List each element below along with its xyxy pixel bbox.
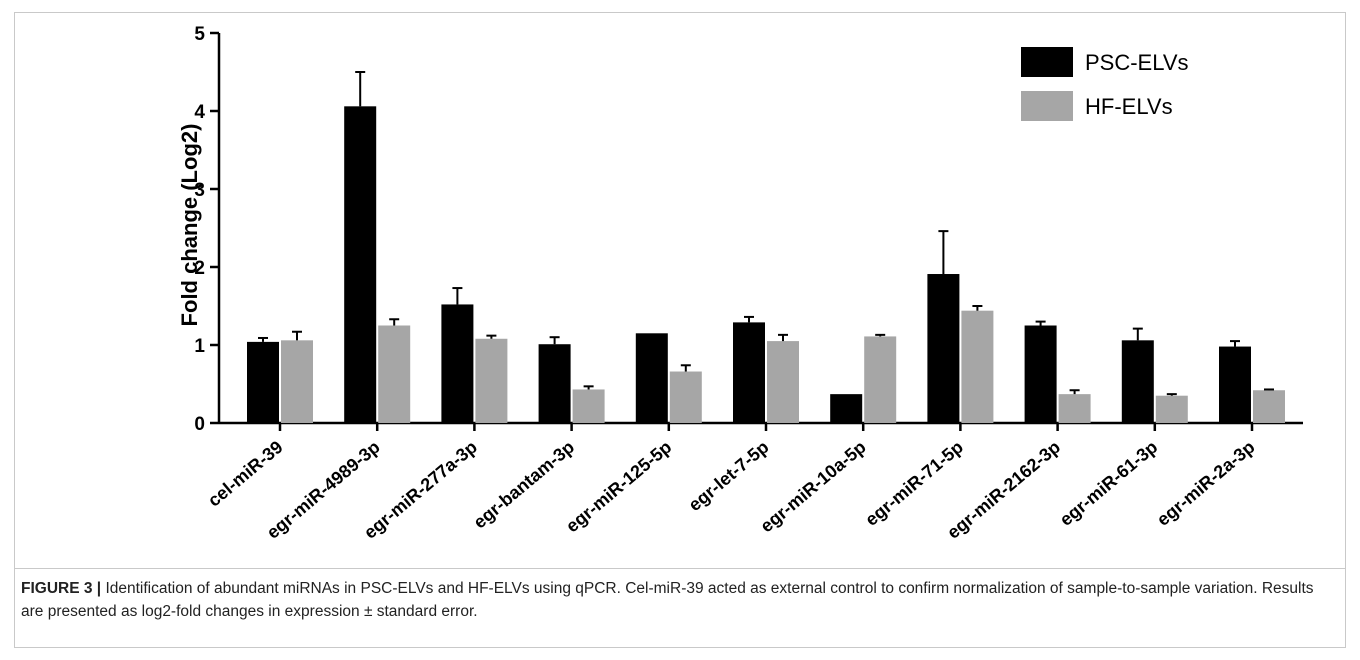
x-tick-label: egr-miR-2a-3p xyxy=(1153,437,1259,530)
legend-label: HF-ELVs xyxy=(1085,94,1173,119)
x-tick-label: egr-miR-61-3p xyxy=(1056,437,1162,530)
bar-psc-elvs xyxy=(1121,340,1154,423)
legend-label: PSC-ELVs xyxy=(1085,50,1189,75)
chart-bars xyxy=(247,71,1285,423)
x-tick-label: egr-let-7-5p xyxy=(685,437,773,515)
legend-swatch-hf-elvs xyxy=(1021,91,1073,121)
figure-frame: 0 1 2 3 4 5 cel-miR-39 egr-miR-4989-3p egr-miR-2… xyxy=(14,12,1346,648)
bar-psc-elvs xyxy=(733,322,765,423)
bar-psc-elvs xyxy=(441,304,474,423)
y-tick-label: 2 xyxy=(194,258,205,279)
y-axis-label: Fold change (Log2) xyxy=(177,124,202,327)
x-tick-label: egr-miR-10a-5p xyxy=(757,437,870,537)
x-tick-label: egr-miR-71-5p xyxy=(861,437,967,530)
bar-psc-elvs xyxy=(1219,346,1251,423)
y-tick-label: 5 xyxy=(194,24,205,45)
bar-psc-elvs xyxy=(247,341,279,423)
bar-chart: 012345cel-miR-39egr-miR-4989-3pegr-miR-2… xyxy=(177,24,1303,543)
bar-psc-elvs xyxy=(927,274,960,423)
figure-caption: FIGURE 3 | Identification of abundant mi… xyxy=(21,577,1331,623)
y-tick-label: 1 xyxy=(194,336,205,357)
legend-swatch-psc-elvs xyxy=(1021,47,1073,77)
bar-hf-elvs xyxy=(1155,395,1188,423)
bar-hf-elvs xyxy=(1058,394,1091,423)
bar-psc-elvs xyxy=(635,333,668,423)
caption-text: Identification of abundant miRNAs in PSC… xyxy=(21,580,1314,620)
caption-divider xyxy=(15,568,1345,569)
x-tick-label: egr-miR-125-5p xyxy=(562,437,675,537)
chart-area: 0 1 2 3 4 5 cel-miR-39 egr-miR-4989-3p egr-miR-2… xyxy=(15,13,1347,568)
bar-psc-elvs xyxy=(538,344,571,423)
bar-psc-elvs xyxy=(344,106,377,423)
y-tick-label: 3 xyxy=(194,180,205,201)
y-tick-label: 0 xyxy=(194,414,205,435)
bar-hf-elvs xyxy=(767,341,799,423)
x-tick-label: cel-miR-39 xyxy=(204,437,287,511)
chart-legend: PSC-ELVs HF-ELVs xyxy=(1021,47,1189,121)
figure-label: FIGURE 3 | xyxy=(21,580,102,597)
bar-hf-elvs xyxy=(669,371,702,423)
bar-hf-elvs xyxy=(864,336,897,423)
bar-hf-elvs xyxy=(1253,390,1285,423)
y-tick-label: 4 xyxy=(194,102,205,123)
bar-psc-elvs xyxy=(1024,325,1057,423)
bar-hf-elvs xyxy=(378,325,411,423)
bar-psc-elvs xyxy=(830,394,863,423)
bar-hf-elvs xyxy=(572,389,605,423)
bar-hf-elvs xyxy=(961,310,994,423)
bar-hf-elvs xyxy=(475,338,508,423)
x-tick-label: egr-bantam-3p xyxy=(470,437,579,533)
bar-hf-elvs xyxy=(281,340,313,423)
